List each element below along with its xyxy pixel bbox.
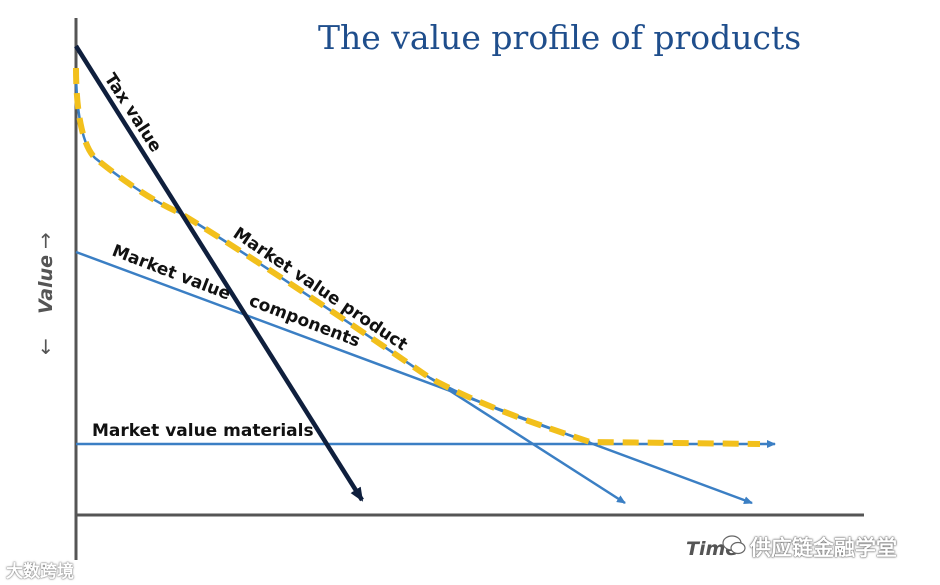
y-axis-up-arrow: →	[33, 232, 57, 249]
watermark-right: 供应链金融学堂	[750, 536, 897, 560]
wechat-icon	[722, 535, 746, 555]
watermark-left: 大数跨境	[6, 562, 74, 582]
y-axis-down-arrow: ←	[33, 338, 57, 355]
materials-label: Market value materials	[92, 421, 314, 441]
tax-label: Tax value	[100, 70, 166, 156]
y-axis-label: Value	[35, 255, 57, 314]
diagram-title: The value profile of products	[318, 18, 802, 57]
components-line	[75, 250, 753, 505]
components-label-line1: Market value	[109, 241, 233, 305]
y-axis-label-group: ← Value →	[33, 232, 57, 355]
product-dashed-curve	[73, 67, 761, 447]
tax-line	[74, 44, 364, 502]
product-tail-line	[429, 376, 626, 505]
